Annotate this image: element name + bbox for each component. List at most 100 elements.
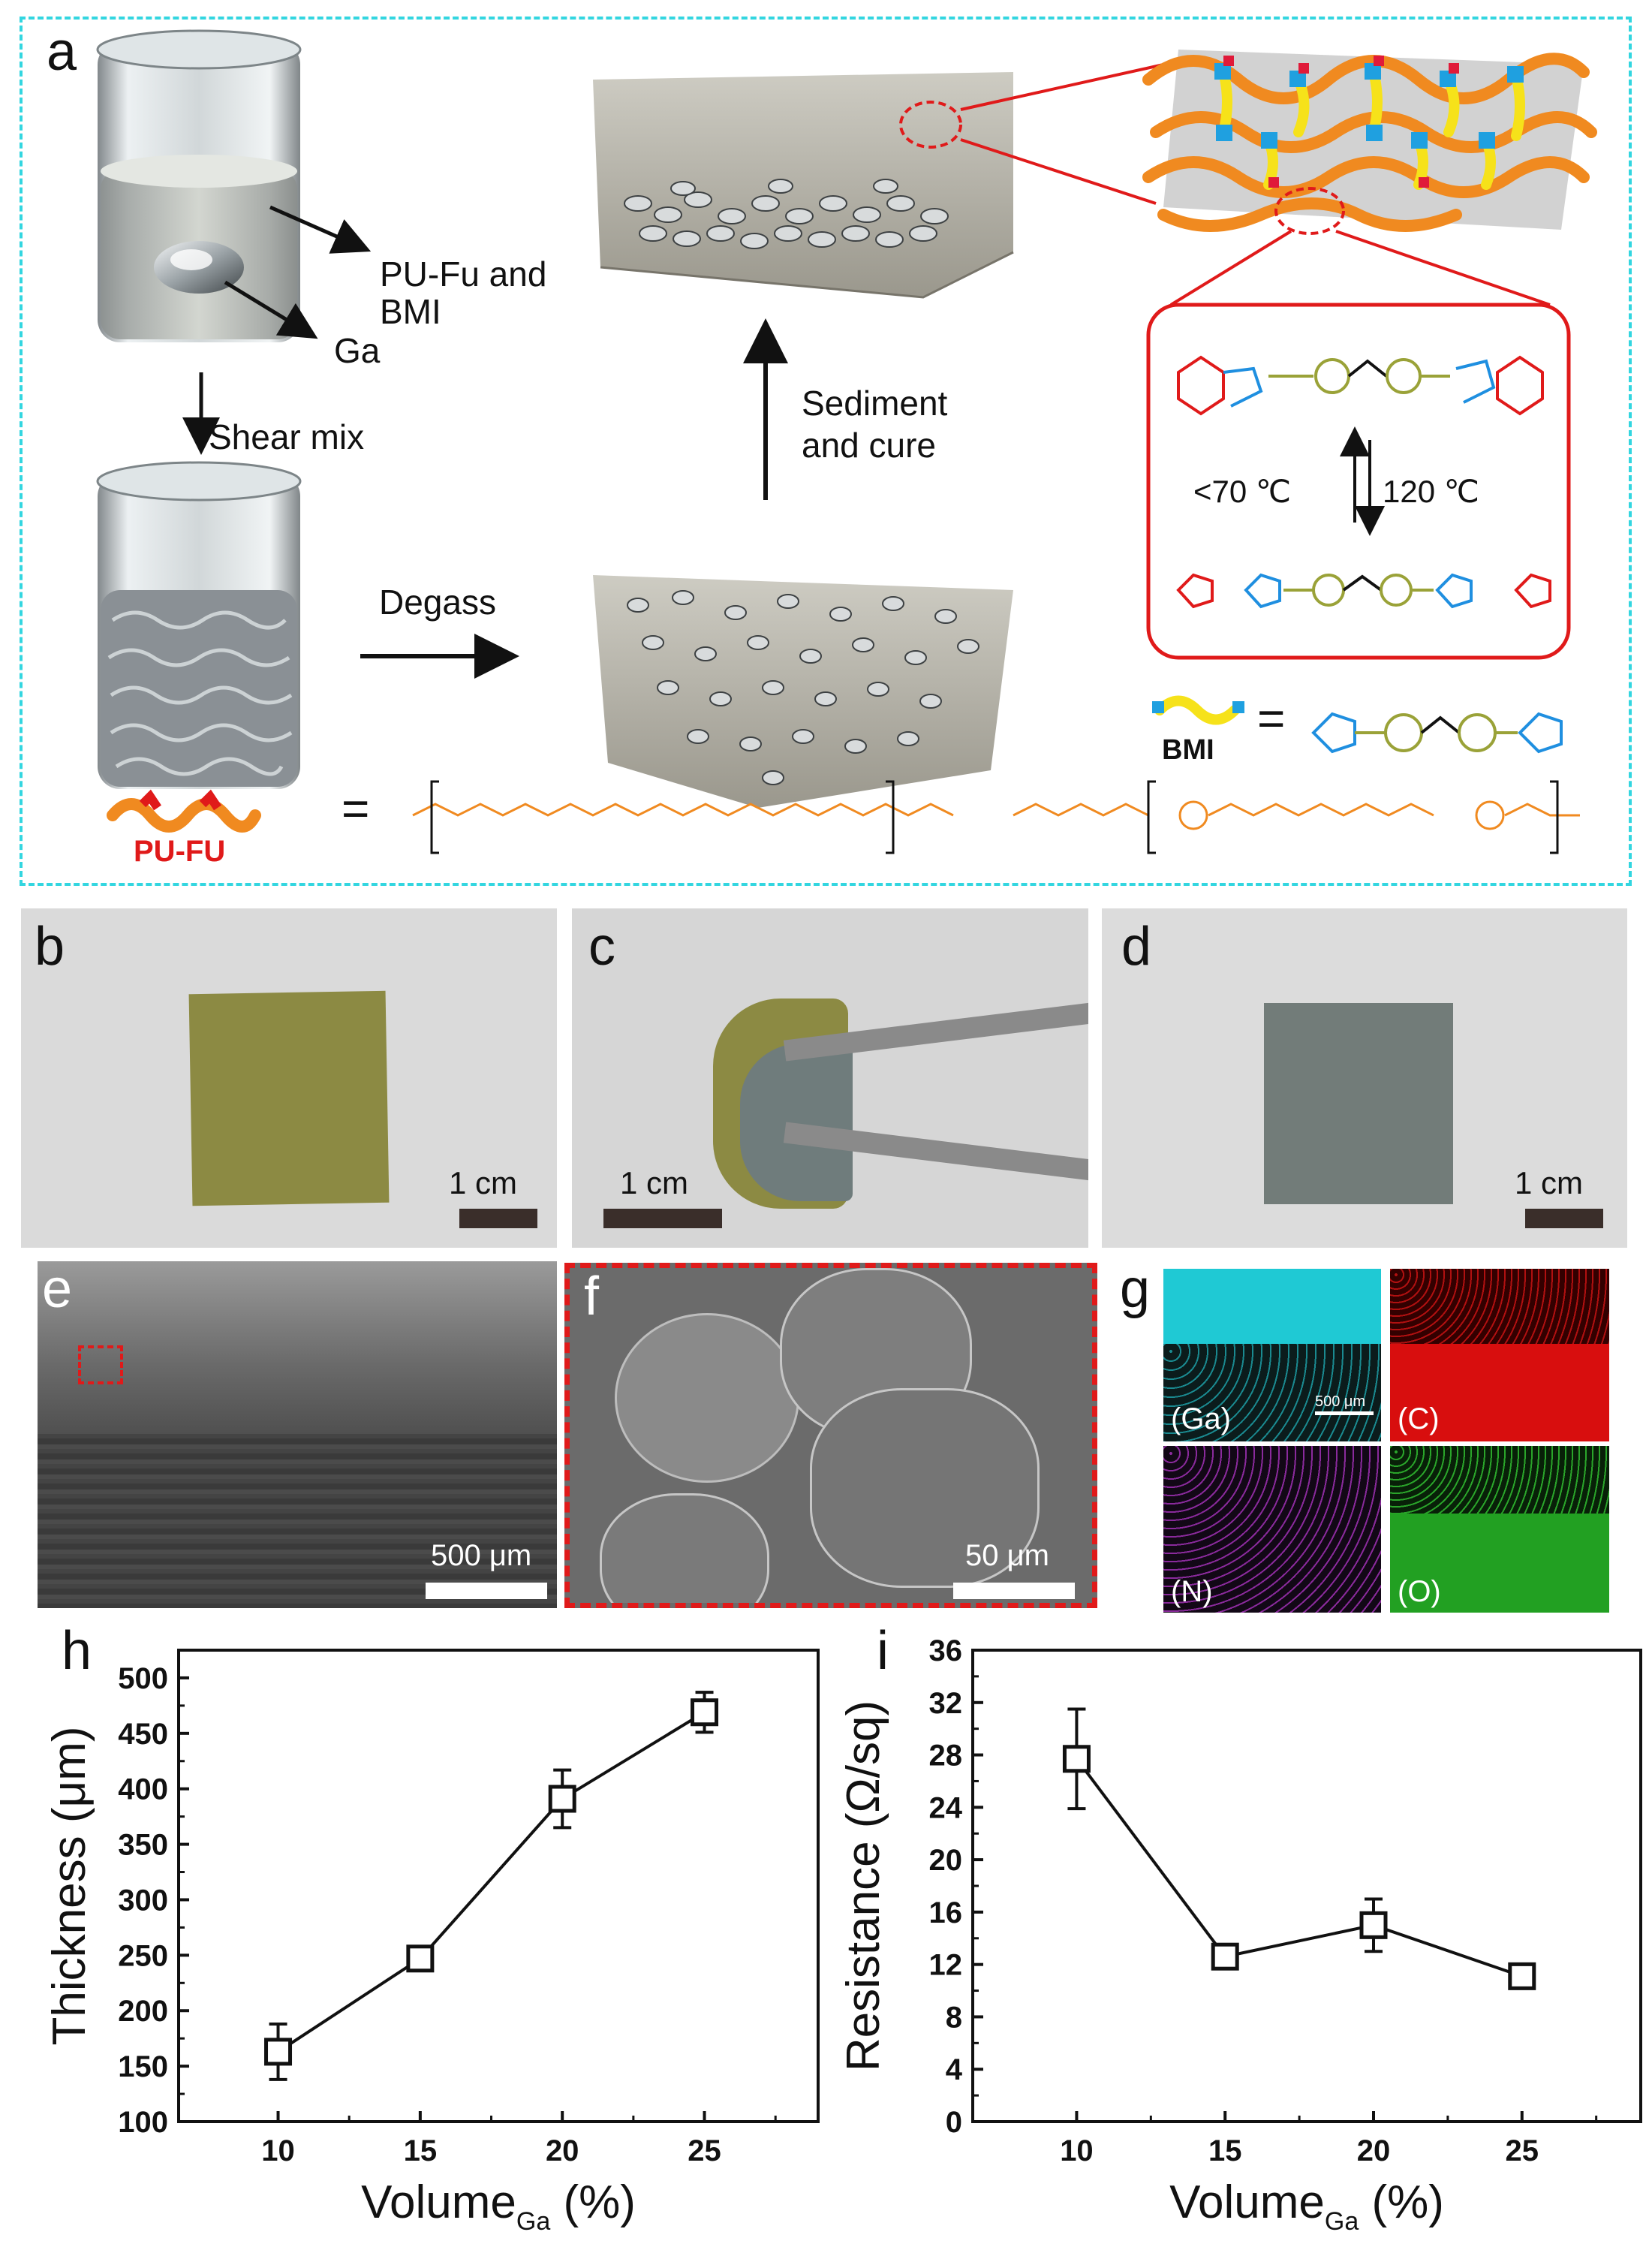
panel-label-b: b bbox=[35, 917, 65, 977]
sem-f-particle-4 bbox=[600, 1493, 769, 1603]
label-high-temp: 120 ℃ bbox=[1383, 474, 1479, 509]
x-axis-label: VolumeGa (%) bbox=[361, 2176, 636, 2236]
scale-text-d: 1 cm bbox=[1515, 1165, 1584, 1200]
plot-frame bbox=[971, 1649, 1642, 2123]
label-bmi: BMI bbox=[1162, 734, 1214, 766]
diels-alder-reaction-box bbox=[1146, 303, 1571, 660]
eds-o-top-layer bbox=[1390, 1446, 1609, 1514]
data-point-marker bbox=[1359, 1911, 1388, 1939]
sem-e-polymer-layer bbox=[38, 1434, 557, 1608]
x-tick-label: 25 bbox=[688, 2134, 721, 2167]
scale-text-f: 50 μm bbox=[965, 1539, 1049, 1572]
y-tick-label: 150 bbox=[118, 2050, 168, 2083]
bmi-legend bbox=[1152, 695, 1563, 754]
eds-scalebar bbox=[1315, 1411, 1374, 1415]
eds-map-c bbox=[1390, 1269, 1609, 1441]
panel-label-a: a bbox=[47, 22, 77, 82]
label-pufu-bmi-line2: BMI bbox=[380, 292, 441, 331]
y-tick-label: 4 bbox=[946, 2053, 963, 2086]
beaker-bottom-illustration bbox=[96, 461, 302, 789]
scale-text-e: 500 μm bbox=[431, 1539, 532, 1572]
panel-label-g: g bbox=[1120, 1259, 1151, 1319]
scalebar-c bbox=[603, 1209, 722, 1228]
data-point-marker bbox=[1062, 1745, 1091, 1773]
arrow-pufu bbox=[269, 205, 372, 254]
panel-label-i: i bbox=[877, 1621, 889, 1681]
label-degass: Degass bbox=[379, 583, 496, 622]
x-tick-label: 20 bbox=[1357, 2134, 1391, 2167]
scale-text-c: 1 cm bbox=[620, 1165, 689, 1200]
y-tick-label: 36 bbox=[929, 1634, 963, 1667]
scalebar-b bbox=[459, 1209, 537, 1228]
y-tick-label: 20 bbox=[929, 1844, 963, 1877]
eds-map-n bbox=[1163, 1446, 1381, 1613]
chart-h-thickness: 100 150 200 250 300 350 400 450 500 10 15 20 25 Thick… bbox=[44, 1649, 820, 2236]
series-line bbox=[277, 1711, 706, 2053]
scale-text-b: 1 cm bbox=[449, 1165, 518, 1200]
data-point-marker bbox=[264, 2038, 293, 2066]
y-tick-label: 32 bbox=[929, 1687, 963, 1720]
data-point-marker bbox=[406, 1944, 435, 1973]
label-sediment-line2: and cure bbox=[802, 426, 937, 465]
x-tick-label: 10 bbox=[1060, 2134, 1094, 2167]
film-sample-b bbox=[188, 990, 390, 1206]
film-block-sedimented bbox=[593, 72, 1014, 299]
panel-label-d: d bbox=[1121, 917, 1152, 977]
y-tick-label: 24 bbox=[929, 1791, 963, 1824]
pufu-legend bbox=[107, 780, 1580, 854]
film-block-dispersed bbox=[593, 575, 1013, 808]
y-tick-label: 0 bbox=[946, 2106, 962, 2139]
label-ga: Ga bbox=[334, 331, 381, 370]
label-shear-mix: Shear mix bbox=[209, 417, 365, 456]
y-tick-label: 8 bbox=[946, 2001, 962, 2034]
sem-f-particle-3 bbox=[810, 1388, 1040, 1588]
x-tick-label: 20 bbox=[546, 2134, 579, 2167]
equals-pufu: = bbox=[342, 782, 370, 836]
photo-panel-b bbox=[21, 908, 557, 1248]
label-pufu: PU-FU bbox=[134, 835, 226, 868]
y-tick-label: 28 bbox=[929, 1739, 963, 1773]
sem-image-e bbox=[38, 1261, 557, 1608]
panel-label-c: c bbox=[588, 917, 615, 977]
beaker-top-illustration bbox=[96, 29, 302, 342]
x-tick-label: 15 bbox=[1208, 2134, 1242, 2167]
polymer-network-illustration bbox=[1142, 50, 1597, 235]
panel-label-e: e bbox=[42, 1259, 73, 1319]
y-tick-label: 450 bbox=[118, 1718, 168, 1751]
eds-ga-rich-layer bbox=[1163, 1269, 1381, 1344]
y-tick-label: 12 bbox=[929, 1949, 963, 1982]
chart-i-resistance: 0 4 8 12 16 20 24 28 32 36 10 15 20 25 Resistance (Ω/s… bbox=[838, 1634, 1642, 2236]
scalebar-f bbox=[953, 1583, 1075, 1599]
y-tick-label: 400 bbox=[118, 1773, 168, 1806]
y-axis-label: Thickness (μm) bbox=[44, 1727, 95, 2046]
data-point-marker bbox=[1508, 1962, 1536, 1990]
series-line bbox=[1075, 1758, 1523, 1978]
scalebar-e bbox=[426, 1583, 547, 1599]
eds-ga-sparse-layer bbox=[1163, 1344, 1381, 1441]
y-tick-label: 100 bbox=[118, 2106, 168, 2139]
sem-image-f bbox=[564, 1263, 1097, 1608]
panel-a-frame bbox=[20, 17, 1632, 886]
eds-c-top-layer bbox=[1390, 1269, 1609, 1344]
label-sediment-line1: Sediment bbox=[802, 384, 948, 423]
eds-map-ga bbox=[1163, 1269, 1381, 1441]
eds-label-n: (N) bbox=[1171, 1575, 1213, 1608]
panel-label-f: f bbox=[584, 1267, 600, 1327]
panel-a-schematic bbox=[96, 29, 1597, 854]
y-tick-label: 200 bbox=[118, 1995, 168, 2028]
x-tick-label: 15 bbox=[404, 2134, 438, 2167]
eds-label-c: (C) bbox=[1398, 1402, 1440, 1435]
equals-bmi: = bbox=[1257, 691, 1286, 745]
eds-scale-text: 500 μm bbox=[1315, 1393, 1366, 1410]
x-tick-label: 25 bbox=[1506, 2134, 1539, 2167]
data-point-marker bbox=[1211, 1942, 1239, 1971]
y-tick-label: 250 bbox=[118, 1939, 168, 1972]
photo-panel-c bbox=[572, 908, 1088, 1248]
y-tick-label: 500 bbox=[118, 1662, 168, 1695]
y-tick-label: 300 bbox=[118, 1884, 168, 1917]
x-tick-label: 10 bbox=[261, 2134, 295, 2167]
arrow-ga bbox=[224, 280, 318, 339]
sem-f-particle-1 bbox=[615, 1313, 799, 1483]
data-point-marker bbox=[691, 1698, 719, 1727]
film-sample-c-gallium-side bbox=[740, 1044, 853, 1201]
